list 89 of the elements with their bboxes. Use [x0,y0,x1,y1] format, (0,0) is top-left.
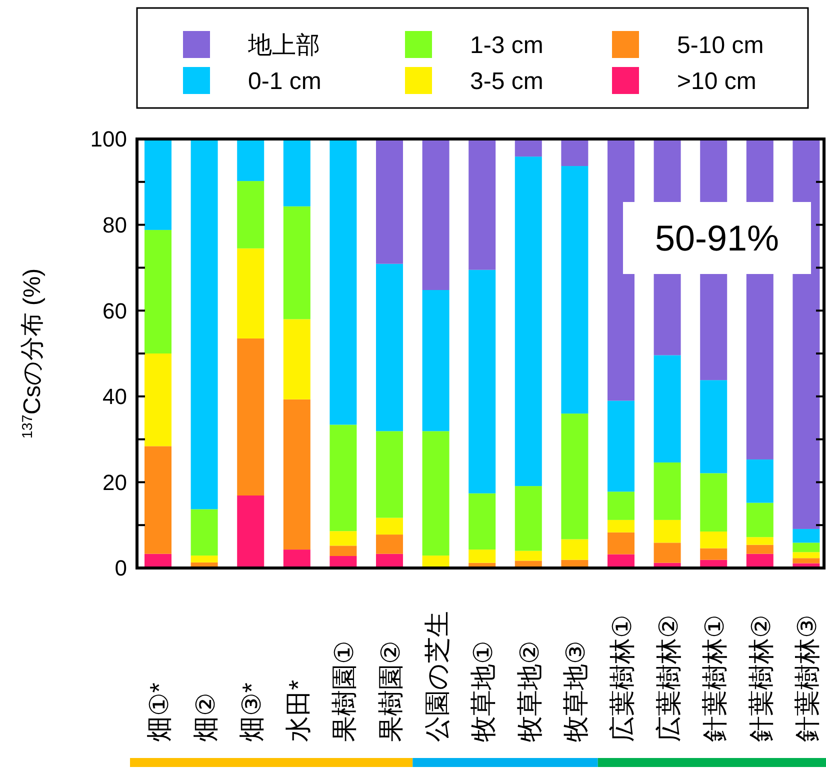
y-tick-label: 20 [102,470,127,495]
bar [654,355,681,462]
bar [608,492,634,520]
bar [237,181,264,248]
bar [283,550,310,568]
bar [422,139,450,290]
bar [514,156,542,486]
bar [190,139,218,510]
bar [514,550,542,561]
bar [468,139,496,270]
bar [468,493,496,550]
bar [746,537,774,545]
legend-label: 0-1 cm [248,68,322,95]
x-tick-label: 針葉樹林① [700,614,730,742]
x-tick-label: 畑③* [236,682,267,742]
bar [792,558,820,564]
bar [792,528,820,543]
bar [376,518,403,535]
bar [283,399,310,550]
x-tick-label: 針葉樹林② [746,614,776,742]
bar [792,552,820,558]
y-tick-label: 40 [102,384,127,410]
bar [654,542,681,563]
bar [283,139,310,206]
bar [608,400,634,492]
bar [144,230,172,354]
bar [608,532,634,554]
annotation: 50-91% [654,218,780,259]
bar [376,139,403,264]
bar [422,431,450,556]
bar [144,446,172,554]
x-tick-label: 牧草地① [468,640,498,742]
y-tick-label: 0 [114,556,127,581]
bar [237,338,264,496]
x-tick-label: 畑①* [144,682,174,742]
bar [283,319,310,400]
x-tick-label: 果樹園② [376,640,406,742]
bar [608,520,634,532]
bar [514,139,542,157]
x-tick-label: 公園の芝生 [422,611,452,742]
bar [792,542,820,552]
bar [376,264,403,432]
bar [561,139,588,166]
bar [330,546,357,556]
bar [330,424,357,532]
x-tick-label: 針葉樹林③ [792,614,822,742]
bar [422,290,450,432]
bar [700,548,728,560]
legend-label: >10 cm [677,68,756,95]
legend-label: 1-3 cm [470,32,544,59]
bar [561,414,588,540]
bar [700,380,728,474]
bar [376,431,403,518]
x-tick-label: 畑② [190,692,220,742]
bar [330,531,357,546]
bar [468,550,496,563]
legend-label: 地上部 [247,32,320,59]
bar [700,532,728,548]
x-tick-label: 広葉樹林② [653,614,684,742]
bar [144,139,172,230]
bar [468,270,496,494]
bar [746,502,774,538]
legend-label: 5-10 cm [677,32,764,59]
y-tick-label: 100 [90,126,127,152]
bar [654,520,681,543]
legend-label: 3-5 cm [470,68,544,95]
bar [283,206,310,320]
bar [237,248,264,338]
bar [561,539,588,560]
bar [376,534,403,554]
bar [746,544,774,554]
bar [237,496,264,568]
bar [237,139,264,182]
bar [514,486,542,551]
x-tick-label: 果樹園① [329,640,360,742]
y-tick-label: 80 [102,212,127,238]
bar [190,556,218,562]
x-tick-label: 広葉樹林① [607,614,637,742]
y-tick-label: 60 [102,298,127,324]
bar [700,473,728,532]
bar [561,166,588,414]
bar [330,139,357,425]
x-tick-label: 牧草地② [514,640,544,742]
x-tick-label: 水田* [282,680,313,742]
bar [654,462,681,520]
bar [144,354,172,446]
x-tick-label: 牧草地③ [560,640,591,742]
bar [190,509,218,556]
bar [746,459,774,503]
